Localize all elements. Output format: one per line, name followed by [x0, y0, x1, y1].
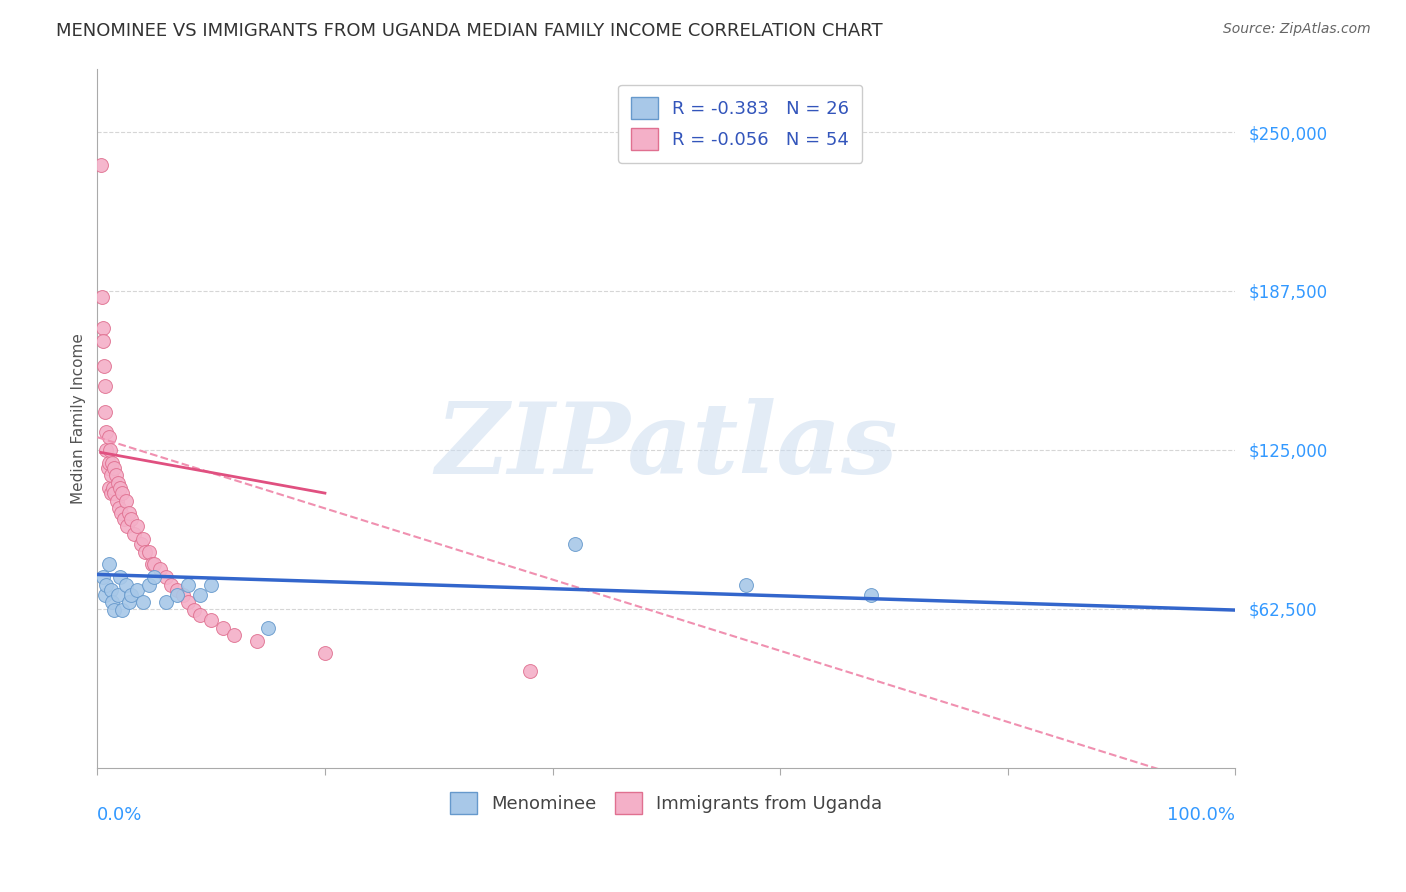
Point	[257, 621, 280, 635]
Point	[200, 577, 222, 591]
Point	[138, 577, 160, 591]
Point	[149, 562, 172, 576]
Point	[132, 595, 155, 609]
Point	[121, 588, 143, 602]
Point	[98, 442, 121, 457]
Point	[160, 577, 183, 591]
Point	[94, 405, 117, 419]
Point	[118, 595, 141, 609]
Point	[97, 456, 120, 470]
Point	[97, 558, 120, 572]
Text: Source: ZipAtlas.com: Source: ZipAtlas.com	[1223, 22, 1371, 37]
Point	[90, 158, 112, 172]
Point	[114, 577, 136, 591]
Point	[188, 608, 211, 623]
Point	[96, 442, 118, 457]
Point	[246, 633, 269, 648]
Point	[108, 501, 131, 516]
Point	[200, 613, 222, 627]
Point	[94, 379, 117, 393]
Point	[114, 493, 136, 508]
Point	[183, 603, 205, 617]
Point	[118, 507, 141, 521]
Point	[108, 570, 131, 584]
Point	[100, 468, 122, 483]
Point	[93, 359, 115, 373]
Point	[314, 646, 336, 660]
Point	[100, 582, 122, 597]
Point	[111, 603, 134, 617]
Point	[112, 511, 135, 525]
Point	[100, 486, 122, 500]
Point	[111, 486, 134, 500]
Point	[96, 425, 118, 439]
Text: MENOMINEE VS IMMIGRANTS FROM UGANDA MEDIAN FAMILY INCOME CORRELATION CHART: MENOMINEE VS IMMIGRANTS FROM UGANDA MEDI…	[56, 22, 883, 40]
Point	[108, 481, 131, 495]
Text: 100.0%: 100.0%	[1167, 806, 1236, 824]
Point	[107, 588, 129, 602]
Point	[101, 456, 124, 470]
Point	[141, 558, 163, 572]
Point	[91, 334, 114, 348]
Point	[132, 532, 155, 546]
Text: ZIPatlas: ZIPatlas	[434, 398, 897, 494]
Point	[107, 475, 129, 490]
Point	[115, 519, 138, 533]
Point	[735, 577, 758, 591]
Point	[122, 526, 145, 541]
Point	[94, 588, 117, 602]
Point	[211, 621, 233, 635]
Point	[564, 537, 586, 551]
Point	[138, 544, 160, 558]
Point	[172, 588, 194, 602]
Point	[134, 544, 156, 558]
Point	[188, 588, 211, 602]
Point	[103, 486, 125, 500]
Point	[121, 511, 143, 525]
Point	[127, 519, 149, 533]
Point	[101, 595, 124, 609]
Point	[155, 570, 177, 584]
Point	[143, 570, 166, 584]
Point	[90, 290, 112, 304]
Point	[860, 588, 883, 602]
Point	[97, 460, 120, 475]
Point	[127, 582, 149, 597]
Point	[91, 570, 114, 584]
Point	[103, 460, 125, 475]
Point	[97, 430, 120, 444]
Y-axis label: Median Family Income: Median Family Income	[72, 333, 86, 504]
Text: 0.0%: 0.0%	[97, 806, 143, 824]
Point	[155, 595, 177, 609]
Point	[96, 577, 118, 591]
Point	[143, 558, 166, 572]
Point	[177, 577, 200, 591]
Point	[177, 595, 200, 609]
Point	[91, 321, 114, 335]
Point	[166, 588, 188, 602]
Point	[97, 481, 120, 495]
Point	[110, 507, 132, 521]
Point	[519, 664, 541, 678]
Point	[129, 537, 152, 551]
Legend: Menominee, Immigrants from Uganda: Menominee, Immigrants from Uganda	[443, 785, 890, 822]
Point	[103, 603, 125, 617]
Point	[104, 468, 127, 483]
Point	[105, 493, 128, 508]
Point	[103, 481, 125, 495]
Point	[222, 628, 245, 642]
Point	[166, 582, 188, 597]
